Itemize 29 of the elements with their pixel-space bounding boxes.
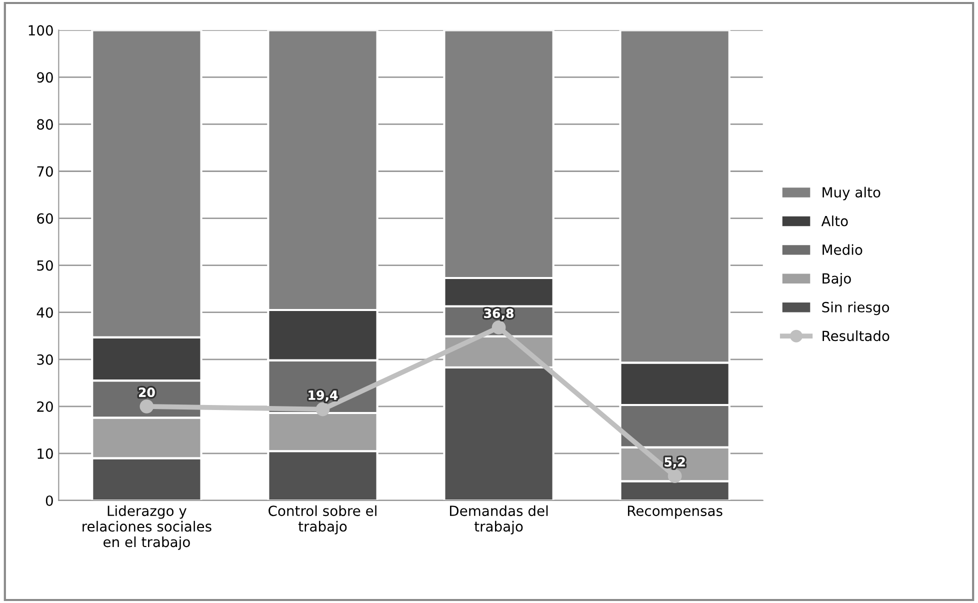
point (492, 320, 506, 334)
legend-label: Muy alto (822, 186, 880, 200)
y-tick-label: 50 (37, 260, 53, 271)
legend-label: Medio (822, 244, 862, 255)
x-tick-label: Liderazgo y relaciones sociales en el trabajo (82, 505, 212, 550)
y-tick-label: 80 (37, 119, 53, 130)
y-tick-label: 40 (36, 307, 53, 318)
y-tick-label: 70 (37, 166, 53, 177)
legend-label: Bajo (822, 272, 851, 286)
legend-label: Resultado (822, 330, 890, 342)
x-tick-label: Control sobre el trabajo (268, 505, 376, 534)
x-tick-label: Recompensas (628, 506, 722, 519)
data-label: 20 (138, 388, 155, 398)
point (668, 469, 682, 483)
y-tick-label: 20 (37, 401, 53, 412)
data-label: 19,4 (308, 390, 338, 402)
y-tick-label: 90 (37, 72, 53, 83)
data-label: 36,8 (484, 308, 514, 320)
y-tick-label: 30 (37, 354, 53, 365)
y-tick-label: 0 (46, 495, 53, 506)
y-tick-label: 100 (28, 25, 53, 36)
point (140, 399, 154, 414)
legend-label: Alto (821, 216, 848, 226)
y-tick-label: 60 (37, 213, 53, 224)
point (316, 402, 330, 416)
legend-label: Sin riesgo (822, 302, 890, 316)
y-tick-label: 10 (38, 448, 53, 459)
x-tick-label: Demandas del trabajo (450, 505, 548, 534)
data-label: 5,2 (664, 457, 685, 468)
